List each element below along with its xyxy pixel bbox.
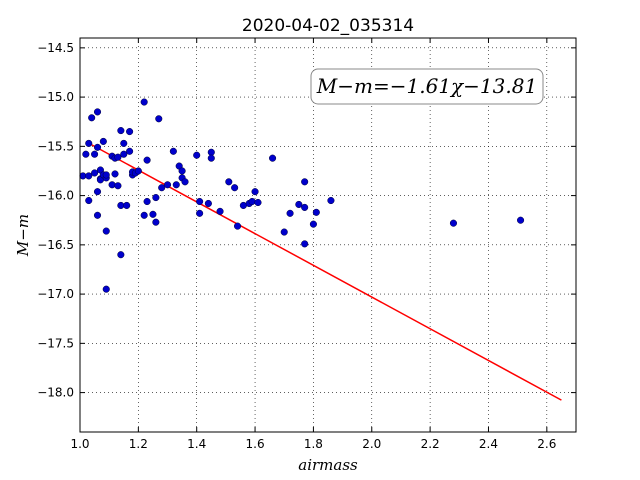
data-point — [114, 182, 122, 190]
y-tick-label: −16.5 — [37, 238, 74, 252]
data-point — [117, 251, 125, 259]
x-tick-label: 2.4 — [479, 437, 498, 451]
data-points — [79, 98, 525, 293]
data-point — [301, 203, 309, 211]
x-axis-label: airmass — [298, 456, 358, 474]
data-point — [120, 139, 128, 147]
data-point — [517, 216, 525, 224]
x-tick-label: 1.0 — [70, 437, 89, 451]
y-tick-label: −15.0 — [37, 90, 74, 104]
data-point — [225, 178, 233, 186]
data-point — [120, 150, 128, 158]
y-tick-label: −15.5 — [37, 139, 74, 153]
data-point — [158, 184, 166, 192]
data-point — [88, 114, 96, 122]
data-point — [93, 211, 102, 219]
annotation-text: M−m=−1.61χ−13.81 — [316, 74, 537, 98]
data-point — [134, 167, 142, 175]
data-point — [295, 200, 303, 209]
x-tick-label: 2.2 — [421, 437, 440, 451]
data-point — [149, 210, 157, 218]
data-point — [85, 172, 93, 180]
x-axis-ticks: 1.0 1.2 1.4 1.6 1.8 2.0 2.2 2.4 2.6 — [70, 38, 556, 451]
x-tick-label: 2.0 — [362, 437, 381, 451]
data-point — [82, 150, 90, 158]
data-point — [327, 196, 335, 205]
data-point — [251, 188, 259, 196]
x-tick-label: 1.6 — [246, 437, 265, 451]
data-point — [301, 240, 309, 248]
data-point — [93, 108, 102, 116]
data-point — [123, 201, 131, 209]
x-tick-label: 1.2 — [129, 437, 148, 451]
data-point — [143, 197, 151, 206]
data-point — [309, 220, 317, 228]
data-point — [172, 181, 180, 189]
x-tick-label: 1.8 — [304, 437, 323, 451]
data-point — [196, 209, 204, 217]
data-point — [126, 147, 134, 155]
chart-title: 2020-04-02_035314 — [242, 16, 414, 36]
data-point — [234, 222, 242, 230]
data-point — [85, 196, 93, 205]
data-point — [254, 198, 262, 207]
data-point — [231, 184, 239, 192]
data-point — [207, 148, 215, 156]
data-point — [152, 218, 160, 226]
data-point — [108, 181, 116, 189]
y-tick-label: −16.0 — [37, 189, 74, 203]
y-tick-label: −18.0 — [37, 386, 74, 400]
data-point — [102, 227, 110, 235]
data-point — [155, 115, 163, 123]
y-tick-label: −14.5 — [37, 41, 74, 55]
y-axis-ticks: −14.5 −15.0 −15.5 −16.0 −16.5 −17.0 −17.5 −18.0 — [37, 41, 576, 400]
data-point — [301, 178, 309, 186]
data-point — [269, 154, 277, 162]
data-point — [91, 150, 99, 158]
data-point — [193, 151, 201, 159]
data-point — [312, 208, 320, 216]
data-point — [216, 207, 224, 215]
data-point — [140, 98, 148, 106]
data-point — [93, 143, 102, 151]
y-tick-label: −17.0 — [37, 287, 74, 301]
data-point — [91, 169, 99, 177]
data-point — [111, 170, 119, 178]
data-point — [93, 188, 102, 196]
data-point — [286, 209, 294, 217]
data-point — [114, 153, 122, 161]
data-point — [207, 154, 215, 162]
data-point — [169, 147, 177, 155]
annotation-box — [310, 68, 544, 105]
y-axis-label: M−m — [14, 214, 32, 257]
data-point — [178, 167, 186, 175]
data-point — [102, 285, 110, 293]
data-point — [85, 139, 93, 147]
x-tick-label: 1.4 — [187, 437, 206, 451]
y-tick-label: −17.5 — [37, 336, 74, 350]
data-point — [143, 156, 151, 164]
data-point — [280, 228, 288, 236]
data-point — [126, 128, 134, 136]
data-point — [102, 171, 110, 179]
data-point — [152, 194, 160, 202]
data-point — [449, 219, 458, 227]
fit-equation-annotation: M−m=−1.61χ−13.81 — [310, 68, 544, 105]
data-point — [204, 199, 212, 208]
plot-frame — [79, 37, 577, 433]
data-point — [117, 127, 125, 135]
x-tick-label: 2.6 — [537, 437, 556, 451]
data-point — [196, 197, 204, 206]
data-point — [99, 137, 107, 145]
data-point — [140, 211, 148, 219]
data-point — [248, 197, 256, 206]
data-point — [163, 181, 172, 189]
data-point — [181, 178, 189, 186]
